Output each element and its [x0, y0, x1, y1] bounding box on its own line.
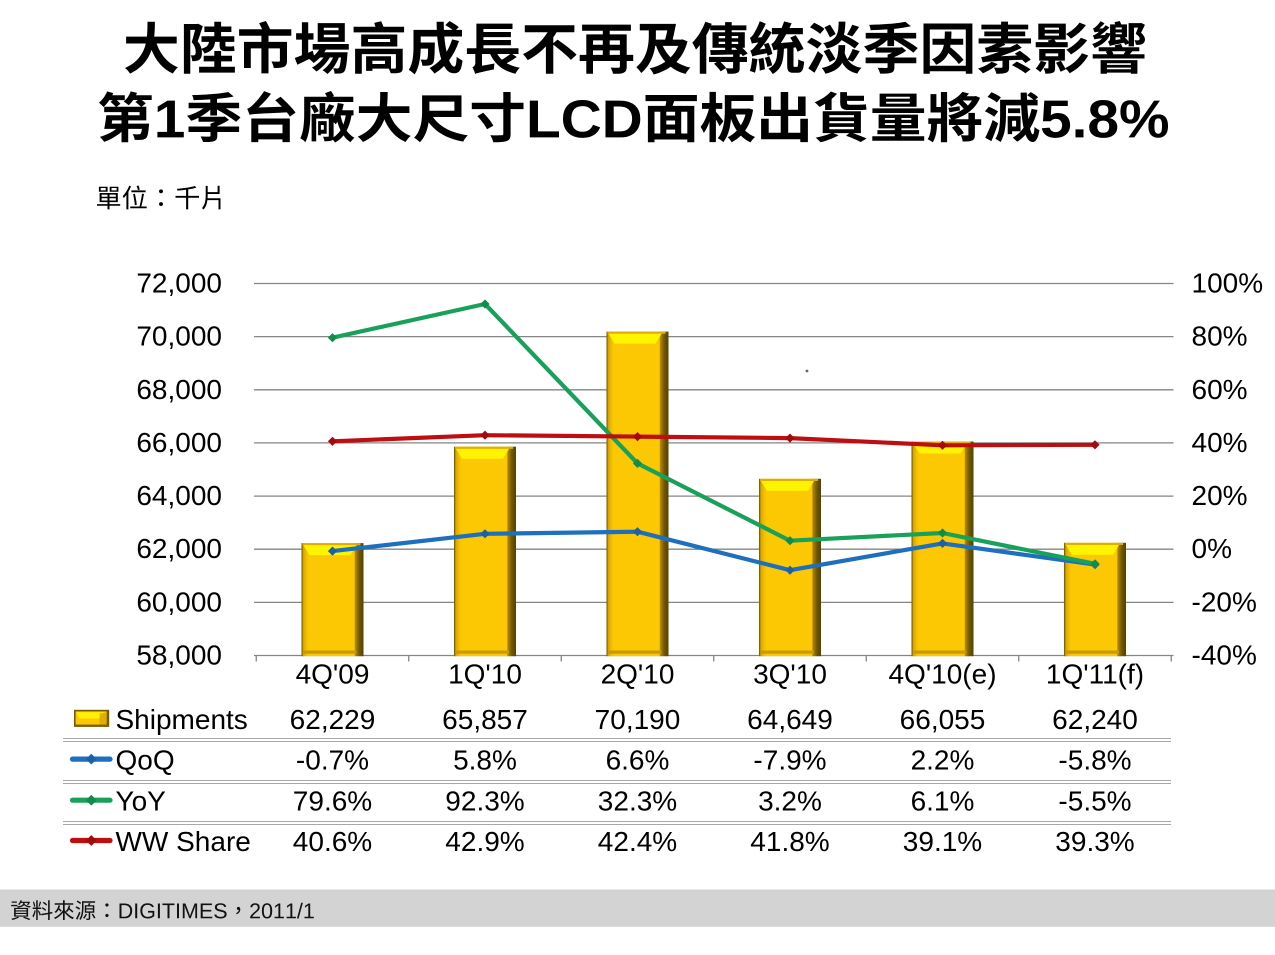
- svg-text:62,000: 62,000: [136, 533, 222, 564]
- svg-text:5.8%: 5.8%: [453, 745, 517, 776]
- svg-text:0%: 0%: [1192, 533, 1232, 564]
- svg-text:92.3%: 92.3%: [445, 785, 524, 816]
- svg-text:100%: 100%: [1192, 268, 1264, 299]
- svg-text:80%: 80%: [1192, 321, 1248, 352]
- svg-text:42.9%: 42.9%: [445, 826, 524, 857]
- svg-text:58,000: 58,000: [136, 640, 222, 671]
- svg-text:4Q'10(e): 4Q'10(e): [888, 659, 996, 690]
- svg-text:-5.5%: -5.5%: [1058, 785, 1131, 816]
- svg-text:1Q'10: 1Q'10: [448, 659, 522, 690]
- svg-text:-5.8%: -5.8%: [1058, 745, 1131, 776]
- svg-text:2.2%: 2.2%: [911, 745, 975, 776]
- svg-text:-7.9%: -7.9%: [753, 745, 826, 776]
- svg-text:1Q'11(f): 1Q'11(f): [1046, 659, 1144, 690]
- svg-text:4Q'09: 4Q'09: [296, 659, 370, 690]
- svg-text:39.1%: 39.1%: [903, 826, 982, 857]
- svg-text:64,000: 64,000: [136, 480, 222, 511]
- svg-text:62,240: 62,240: [1052, 704, 1138, 735]
- svg-text:-40%: -40%: [1192, 640, 1257, 671]
- svg-text:39.3%: 39.3%: [1055, 826, 1134, 857]
- svg-text:65,857: 65,857: [442, 704, 528, 735]
- svg-text:-20%: -20%: [1192, 586, 1257, 617]
- svg-text:WW Share: WW Share: [116, 826, 251, 857]
- svg-text:-0.7%: -0.7%: [296, 745, 369, 776]
- svg-text:32.3%: 32.3%: [598, 785, 677, 816]
- svg-text:68,000: 68,000: [136, 374, 222, 405]
- svg-text:66,055: 66,055: [900, 704, 986, 735]
- svg-text:60,000: 60,000: [136, 586, 222, 617]
- svg-text:40.6%: 40.6%: [293, 826, 372, 857]
- svg-text:Shipments: Shipments: [116, 704, 248, 735]
- svg-text:41.8%: 41.8%: [750, 826, 829, 857]
- svg-text:2Q'10: 2Q'10: [601, 659, 675, 690]
- svg-text:40%: 40%: [1192, 427, 1248, 458]
- svg-text:6.6%: 6.6%: [606, 745, 670, 776]
- svg-text:QoQ: QoQ: [116, 745, 175, 776]
- svg-text:60%: 60%: [1192, 374, 1248, 405]
- svg-text:6.1%: 6.1%: [911, 785, 975, 816]
- svg-text:62,229: 62,229: [290, 704, 376, 735]
- svg-text:70,190: 70,190: [595, 704, 681, 735]
- svg-text:20%: 20%: [1192, 480, 1248, 511]
- svg-text:3.2%: 3.2%: [758, 785, 822, 816]
- svg-text:42.4%: 42.4%: [598, 826, 677, 857]
- svg-text:3Q'10: 3Q'10: [753, 659, 827, 690]
- svg-text:66,000: 66,000: [136, 427, 222, 458]
- svg-text:79.6%: 79.6%: [293, 785, 372, 816]
- svg-text:70,000: 70,000: [136, 321, 222, 352]
- svg-text:72,000: 72,000: [136, 268, 222, 299]
- svg-text:YoY: YoY: [116, 785, 167, 816]
- svg-text:64,649: 64,649: [747, 704, 833, 735]
